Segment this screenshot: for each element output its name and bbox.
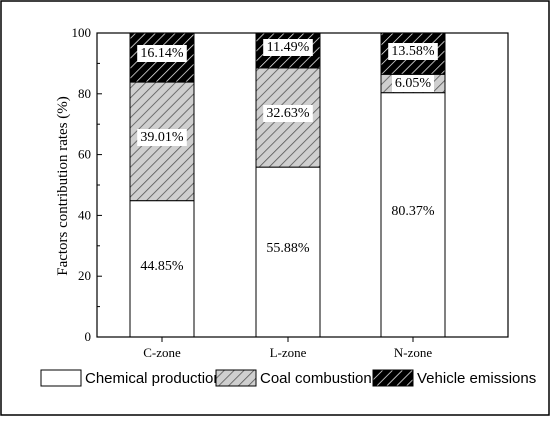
- bar-segment: [255, 166, 321, 338]
- x-tick-label: C-zone: [143, 345, 181, 360]
- y-tick-label: 100: [72, 25, 92, 40]
- legend-label: Vehicle emissions: [417, 370, 536, 387]
- data-label: 80.37%: [391, 204, 435, 219]
- plot-area: 44.85% 39.01% 16.14% 55.88% 32.63% 11.49% 80.3…: [72, 25, 509, 360]
- data-label: 32.63%: [266, 106, 310, 121]
- y-tick-label: 80: [78, 86, 91, 101]
- data-label: 11.49%: [267, 40, 310, 55]
- data-label-bg: [388, 43, 438, 60]
- legend-label: Coal combustion: [260, 370, 372, 387]
- y-tick-label: 0: [85, 329, 92, 344]
- y-tick-label: 40: [78, 207, 91, 222]
- legend-swatch: [215, 369, 257, 387]
- y-tick-label: 60: [78, 147, 91, 162]
- legend-swatch: [40, 369, 82, 387]
- data-label: 13.58%: [391, 44, 435, 59]
- legend-label: Chemical production: [85, 370, 222, 387]
- y-tick-label: 20: [78, 268, 91, 283]
- data-label-bg: [137, 45, 187, 62]
- legend-swatch: [372, 369, 414, 387]
- bar-segment: [380, 92, 446, 338]
- x-tick-label: L-zone: [270, 345, 307, 360]
- x-tick-label: N-zone: [394, 345, 432, 360]
- y-axis-label: Factors contribution rates (%): [55, 96, 71, 276]
- data-label: 39.01%: [140, 130, 184, 145]
- data-label-bg: [263, 39, 313, 56]
- data-label: 55.88%: [266, 241, 310, 256]
- data-label-bg: [392, 75, 434, 92]
- data-label: 16.14%: [140, 46, 184, 61]
- data-label-bg: [263, 105, 313, 122]
- data-label-bg: [137, 129, 187, 146]
- data-label: 6.05%: [395, 76, 432, 91]
- legend: Chemical production Coal combustion Vehicl…: [40, 369, 536, 387]
- data-label: 44.85%: [140, 259, 184, 274]
